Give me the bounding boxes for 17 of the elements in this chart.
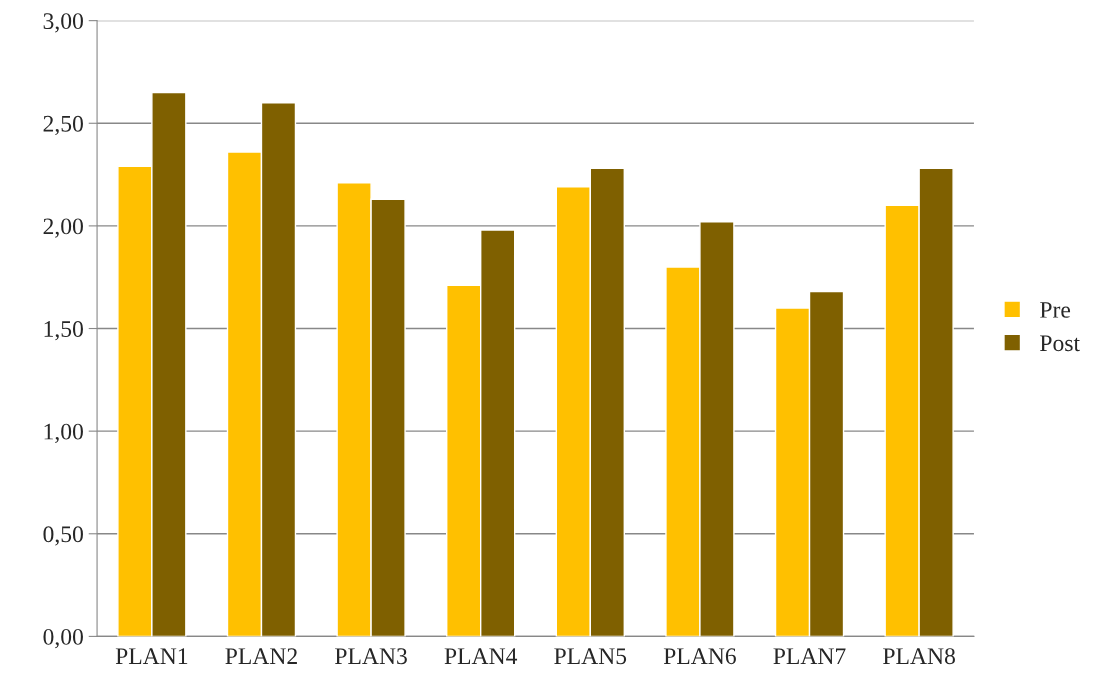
x-tick-label: PLAN1: [115, 648, 188, 664]
x-tick-label: PLAN6: [663, 648, 736, 665]
y-tick-label: 0,00: [43, 628, 83, 649]
y-tick-label: 2,50: [43, 115, 83, 136]
x-tick-label: PLAN8: [883, 648, 955, 665]
y-tick-label: 1,50: [44, 321, 83, 341]
x-tick-label: PLAN4: [444, 648, 518, 664]
x-tick-label: PLAN7: [773, 648, 846, 664]
y-tick-label: 0,50: [43, 526, 83, 546]
y-tick-label: 1,00: [44, 423, 83, 443]
legend-label: Post: [1040, 335, 1080, 352]
x-tick-label: PLAN3: [335, 648, 407, 665]
x-tick-label: PLAN5: [554, 648, 627, 665]
y-tick-label: 2,00: [43, 218, 83, 238]
x-tick-label: PLAN2: [225, 648, 297, 664]
y-tick-label: 3,00: [43, 13, 83, 33]
legend-label: Pre: [1040, 302, 1071, 318]
